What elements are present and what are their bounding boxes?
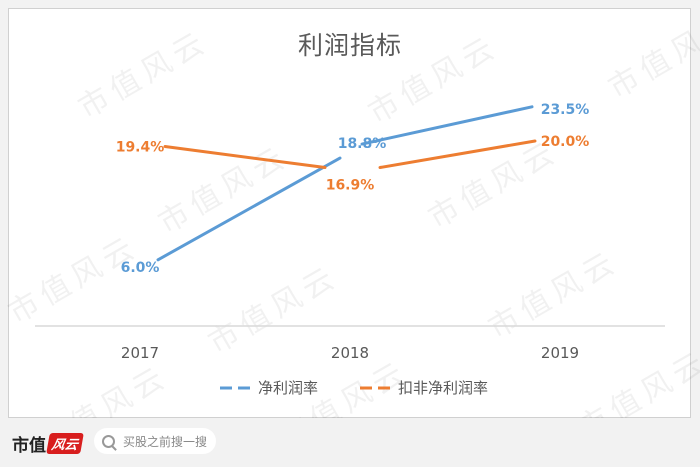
brand-name: 市值 xyxy=(12,436,46,456)
chart-title: 利润指标 xyxy=(297,31,402,60)
data-label: 19.4% xyxy=(116,140,165,156)
footer-bar: 市值 风云 买股之前搜一搜 xyxy=(0,418,700,467)
brand-seal: 风云 xyxy=(46,433,84,454)
data-label: 6.0% xyxy=(121,260,160,276)
legend-label: 扣非净利润率 xyxy=(398,379,488,397)
search-box[interactable]: 买股之前搜一搜 xyxy=(94,428,216,454)
x-tick-label: 2018 xyxy=(331,344,369,362)
legend-label: 净利润率 xyxy=(258,379,318,397)
series-line-segment xyxy=(163,145,327,170)
line-chart: 2017 2018 2019 6.0% 18.8% 23.5% 19.4% 16.9% 20.0… xyxy=(35,102,665,397)
x-tick-label: 2017 xyxy=(121,344,159,362)
chart-card xyxy=(8,8,691,418)
series-line-segment xyxy=(360,105,534,146)
data-label: 20.0% xyxy=(541,134,590,150)
series-line-segment xyxy=(156,156,342,262)
data-label: 18.8% xyxy=(338,136,387,152)
series-line-segment xyxy=(378,139,537,170)
search-placeholder: 买股之前搜一搜 xyxy=(123,434,208,449)
brand-logo[interactable]: 市值 风云 xyxy=(12,431,84,456)
data-label: 23.5% xyxy=(541,102,590,118)
x-tick-label: 2019 xyxy=(541,344,579,362)
data-label: 16.9% xyxy=(326,178,375,194)
search-icon xyxy=(102,434,115,448)
